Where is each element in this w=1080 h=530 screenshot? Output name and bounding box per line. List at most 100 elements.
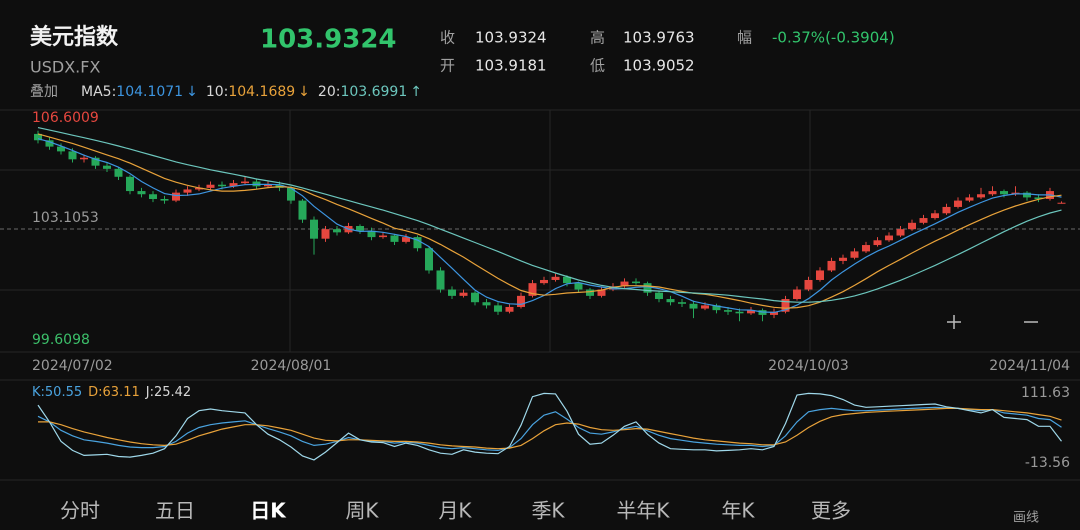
candle-body xyxy=(563,276,571,284)
tab[interactable]: 更多 xyxy=(811,499,851,523)
tab[interactable]: 日K xyxy=(250,499,287,523)
candle-body xyxy=(827,260,836,271)
candle-body xyxy=(367,230,376,238)
candle-body xyxy=(448,289,456,296)
legend-arrow: ↑ xyxy=(410,84,422,100)
candle-body xyxy=(873,240,882,246)
candle-body xyxy=(91,157,100,166)
instrument-title: 美元指数 xyxy=(30,24,119,50)
tab[interactable]: 月K xyxy=(438,499,472,523)
candle-body xyxy=(172,192,180,201)
candle-body xyxy=(413,237,422,249)
tab[interactable]: 周K xyxy=(345,499,379,523)
legend-arrow: ↓ xyxy=(186,84,198,100)
candle-body xyxy=(701,305,709,309)
kdj-line xyxy=(37,392,1062,461)
candle-body xyxy=(459,292,468,296)
price-grid xyxy=(0,109,1080,481)
candle-body xyxy=(919,218,928,223)
ma-legend: MA5:104.1071 ↓ 10:104.1689 ↓ 20:103.6991 ↑ xyxy=(81,84,422,100)
zoom-in-button[interactable] xyxy=(947,315,961,329)
candle-body xyxy=(149,194,157,200)
y2-tick-label: 111.63 xyxy=(1021,385,1070,401)
y-tick-label: 103.1053 xyxy=(32,210,99,226)
candle-body xyxy=(160,199,169,201)
candle-body xyxy=(712,305,721,311)
legend-name: D: xyxy=(88,385,102,400)
legend-value: 25.42 xyxy=(154,385,191,400)
candle-body xyxy=(137,191,146,195)
candle-body xyxy=(402,237,410,242)
candle-body xyxy=(1023,192,1031,198)
candle-body xyxy=(333,229,341,233)
candle-body xyxy=(735,311,744,314)
candle-body xyxy=(850,251,859,258)
candle-body xyxy=(471,292,479,303)
legend-value: 103.6991 xyxy=(340,84,407,100)
candle-body xyxy=(988,191,997,195)
candle-body xyxy=(885,235,893,241)
candle-body xyxy=(482,302,491,306)
candle-body xyxy=(114,168,123,177)
kdj-legend: K:50.55 D:63.11 J:25.42 xyxy=(32,385,191,400)
candle-body xyxy=(793,289,801,300)
field-label: 高 xyxy=(590,29,605,47)
candle-body xyxy=(965,197,974,201)
x-tick-label: 2024/07/02 xyxy=(32,358,113,374)
candle-body xyxy=(896,229,905,236)
candle-body xyxy=(908,222,916,230)
tab[interactable]: 季K xyxy=(531,499,565,523)
x-tick-label: 2024/08/01 xyxy=(251,358,332,374)
candle-body xyxy=(505,306,514,312)
candle-body xyxy=(724,310,732,312)
candle-body xyxy=(126,176,134,192)
y-tick-label: 106.6009 xyxy=(32,110,99,126)
legend-arrow: ↓ xyxy=(298,84,310,100)
field-label: 幅 xyxy=(737,29,752,47)
candle-body xyxy=(517,295,525,307)
kdj-line xyxy=(38,407,1062,450)
overlay-button[interactable]: 叠加 xyxy=(30,84,58,100)
candle-body xyxy=(747,310,755,314)
candle-body xyxy=(804,279,813,290)
candle-body xyxy=(287,187,295,201)
candle-body xyxy=(655,292,663,300)
candle-body xyxy=(862,245,870,252)
candle-body xyxy=(620,281,629,287)
candle-body xyxy=(586,289,594,296)
x-tick-label: 2024/11/04 xyxy=(989,358,1070,374)
candle-body xyxy=(1000,191,1008,195)
candle-body xyxy=(34,133,42,141)
tab[interactable]: 半年K xyxy=(616,499,670,523)
kdj-line xyxy=(37,406,1062,452)
candle-body xyxy=(494,305,502,312)
candle-body xyxy=(264,184,272,187)
candle-body xyxy=(816,270,824,280)
tab[interactable]: 年K xyxy=(721,499,755,523)
candle-body xyxy=(356,225,364,231)
tab[interactable]: 分时 xyxy=(60,499,100,523)
candle-body xyxy=(321,229,330,239)
candle-body xyxy=(206,184,215,188)
candle-body xyxy=(551,276,560,280)
field-value: 103.9324 xyxy=(475,29,547,47)
candle-body xyxy=(425,248,433,271)
candle-body xyxy=(839,257,847,261)
candle-body xyxy=(241,181,249,184)
candle-body xyxy=(195,187,203,190)
candle-body xyxy=(310,219,318,239)
candle-body xyxy=(977,194,985,198)
candle-body xyxy=(528,283,537,296)
candle-body xyxy=(678,302,686,304)
instrument-code: USDX.FX xyxy=(30,58,100,77)
tab[interactable]: 五日 xyxy=(155,499,195,523)
legend-value: 50.55 xyxy=(45,385,82,400)
legend-name: 20: xyxy=(318,84,341,100)
candle-body xyxy=(218,184,226,187)
field-value: -0.37%(-0.3904) xyxy=(772,29,895,47)
candle-body xyxy=(954,200,962,207)
candle-body xyxy=(540,279,548,284)
draw-tool-button[interactable]: 画线 xyxy=(1013,511,1039,526)
